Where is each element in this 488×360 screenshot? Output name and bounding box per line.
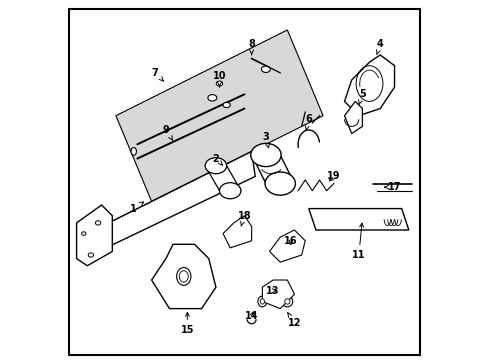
Ellipse shape xyxy=(219,183,241,199)
Ellipse shape xyxy=(176,267,190,285)
Text: 19: 19 xyxy=(326,171,340,181)
Polygon shape xyxy=(80,152,255,258)
Ellipse shape xyxy=(131,148,136,156)
Polygon shape xyxy=(151,244,216,309)
Ellipse shape xyxy=(261,66,270,72)
Text: 9: 9 xyxy=(162,125,172,140)
Polygon shape xyxy=(344,102,362,134)
Text: 7: 7 xyxy=(151,68,163,81)
Text: 11: 11 xyxy=(351,223,365,260)
Text: 8: 8 xyxy=(248,39,255,55)
Text: 14: 14 xyxy=(244,311,258,321)
Text: 16: 16 xyxy=(284,236,297,246)
Text: 15: 15 xyxy=(180,312,194,335)
Text: 2: 2 xyxy=(212,154,222,165)
Ellipse shape xyxy=(179,271,188,282)
Text: 6: 6 xyxy=(305,114,311,130)
Text: 5: 5 xyxy=(358,89,365,105)
Ellipse shape xyxy=(257,296,266,307)
Polygon shape xyxy=(262,280,294,309)
Ellipse shape xyxy=(205,158,226,174)
Text: 4: 4 xyxy=(376,39,383,55)
Ellipse shape xyxy=(264,172,295,195)
Ellipse shape xyxy=(250,143,281,167)
Polygon shape xyxy=(308,208,408,230)
Text: 17: 17 xyxy=(384,182,401,192)
Ellipse shape xyxy=(284,299,289,304)
Polygon shape xyxy=(116,30,323,202)
Ellipse shape xyxy=(260,299,264,304)
Polygon shape xyxy=(223,216,251,248)
Ellipse shape xyxy=(282,296,292,307)
Polygon shape xyxy=(344,55,394,116)
Text: 13: 13 xyxy=(266,286,279,296)
Text: 1: 1 xyxy=(130,202,143,213)
Polygon shape xyxy=(269,230,305,262)
Ellipse shape xyxy=(216,81,222,86)
Ellipse shape xyxy=(207,95,216,101)
Polygon shape xyxy=(77,205,112,266)
Text: 18: 18 xyxy=(237,211,251,226)
Text: 12: 12 xyxy=(287,313,301,328)
Text: 10: 10 xyxy=(212,71,226,87)
Text: 3: 3 xyxy=(262,132,269,148)
Ellipse shape xyxy=(223,102,230,108)
